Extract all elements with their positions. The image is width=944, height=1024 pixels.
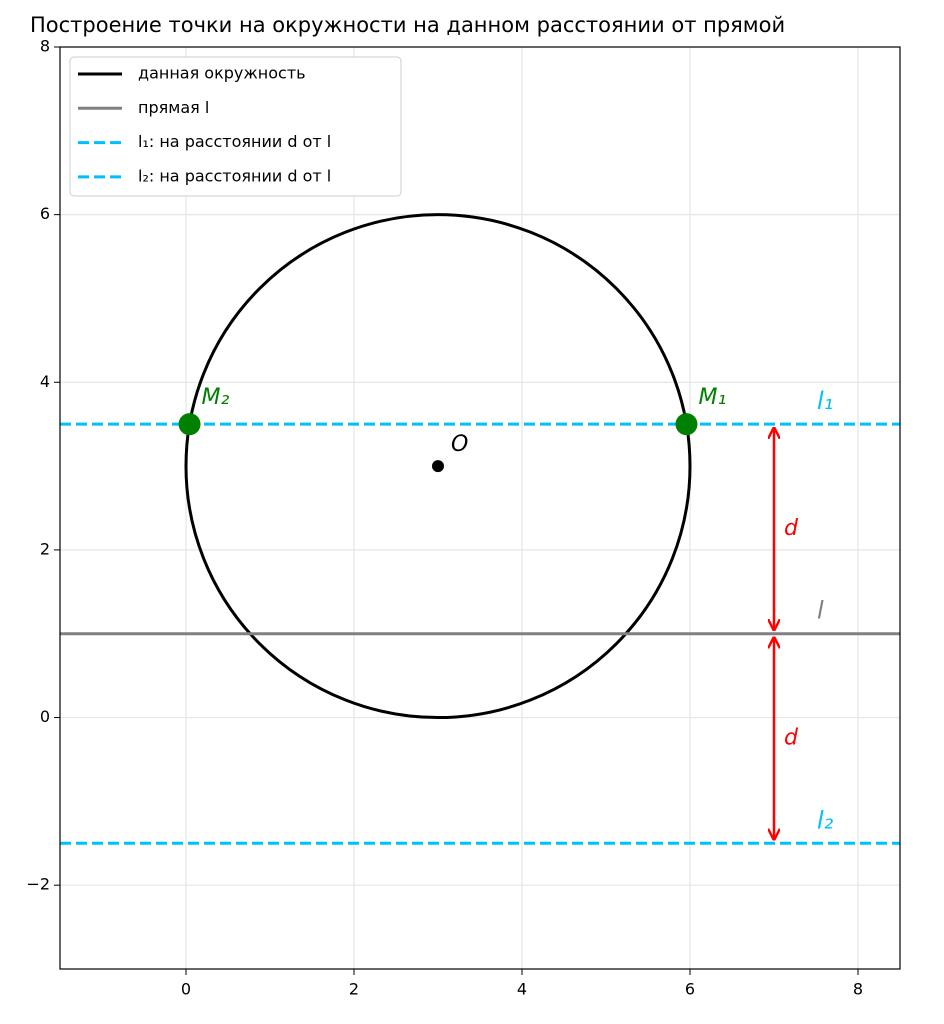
chart-title: Построение точки на окружности на данном… [30, 13, 785, 37]
x-tick-label: 0 [181, 980, 191, 999]
line-label: l₂ [817, 806, 834, 834]
y-tick-label: 6 [40, 204, 50, 223]
x-tick-label: 6 [685, 980, 695, 999]
y-tick-label: 0 [40, 707, 50, 726]
x-tick-label: 2 [349, 980, 359, 999]
point-label: M₂ [202, 385, 230, 410]
point-label: O [451, 432, 468, 457]
y-tick-label: 4 [40, 372, 50, 391]
legend-label: данная окружность [138, 64, 306, 83]
y-tick-label: 8 [40, 37, 50, 56]
point [432, 460, 444, 473]
x-tick-label: 8 [853, 980, 863, 999]
circle [184, 213, 692, 720]
distance-label: d [784, 516, 799, 541]
point [675, 413, 698, 436]
line-label: l₁ [817, 387, 833, 415]
point-label: M₁ [698, 385, 726, 410]
legend-label: l₁: на расстоянии d от l [138, 132, 331, 151]
distance-label: d [784, 726, 799, 751]
legend-label: прямая l [138, 98, 209, 117]
legend-label: l₂: на расстоянии d от l [138, 166, 331, 185]
legend: данная окружность прямая l l₁: на расстоян… [69, 56, 402, 197]
x-tick-label: 4 [517, 980, 527, 999]
legend-box [69, 56, 402, 197]
point [178, 413, 201, 436]
axes-frame [59, 46, 901, 970]
y-tick-label: 2 [40, 539, 50, 558]
y-tick-label: −2 [26, 875, 50, 894]
line-label: l [817, 597, 824, 625]
plot-area [60, 47, 900, 969]
